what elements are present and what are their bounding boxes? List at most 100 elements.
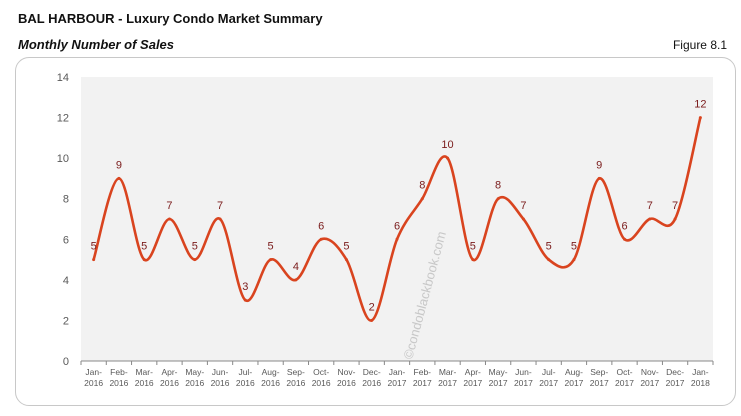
x-tick-label: Mar- — [135, 367, 153, 377]
data-label: 5 — [470, 241, 476, 253]
y-tick-label: 0 — [63, 356, 69, 368]
data-label: 5 — [141, 241, 147, 253]
x-tick-label: Mar- — [439, 367, 457, 377]
x-tick-label: Dec- — [666, 367, 684, 377]
x-tick-label-year: 2017 — [615, 378, 634, 388]
data-point — [319, 237, 323, 241]
data-label: 5 — [546, 241, 552, 253]
data-label: 5 — [192, 241, 198, 253]
x-tick-label: Sep- — [590, 367, 608, 377]
data-label: 6 — [621, 220, 627, 232]
x-tick-label-year: 2017 — [514, 378, 533, 388]
x-tick-label-year: 2016 — [337, 378, 356, 388]
data-label: 3 — [242, 281, 248, 293]
y-tick-label: 4 — [63, 275, 69, 287]
data-point — [395, 237, 399, 241]
x-tick-label-year: 2017 — [413, 378, 432, 388]
data-label: 7 — [520, 200, 526, 212]
x-tick-label: Jun- — [515, 367, 532, 377]
data-label: 12 — [694, 99, 706, 111]
data-point — [446, 156, 450, 160]
data-label: 7 — [217, 200, 223, 212]
x-tick-label-year: 2016 — [236, 378, 255, 388]
x-tick-label: Oct- — [313, 367, 329, 377]
data-point — [142, 258, 146, 262]
data-point — [572, 258, 576, 262]
data-point — [294, 278, 298, 282]
data-label: 9 — [596, 159, 602, 171]
y-tick-label: 14 — [57, 72, 69, 84]
data-point — [269, 258, 273, 262]
data-point — [623, 237, 627, 241]
x-tick-label-year: 2017 — [640, 378, 659, 388]
y-tick-label: 8 — [63, 194, 69, 206]
data-point — [117, 176, 121, 180]
x-tick-label: Jun- — [212, 367, 229, 377]
data-label: 4 — [293, 261, 299, 273]
data-label: 6 — [318, 220, 324, 232]
data-label: 8 — [419, 180, 425, 192]
x-tick-label-year: 2017 — [463, 378, 482, 388]
chart-subtitle: Monthly Number of Sales — [18, 37, 175, 52]
x-tick-label: Dec- — [363, 367, 381, 377]
x-tick-label-year: 2016 — [109, 378, 128, 388]
x-tick-label-year: 2016 — [362, 378, 381, 388]
x-tick-label: May- — [185, 367, 204, 377]
data-point — [597, 176, 601, 180]
data-label: 7 — [166, 200, 172, 212]
x-tick-label-year: 2016 — [312, 378, 331, 388]
data-label: 7 — [647, 200, 653, 212]
x-tick-label: Sep- — [287, 367, 305, 377]
x-tick-label: Jul- — [542, 367, 556, 377]
data-label: 6 — [394, 220, 400, 232]
data-label: 2 — [369, 301, 375, 313]
data-point — [496, 197, 500, 201]
x-tick-label-year: 2016 — [84, 378, 103, 388]
data-point — [370, 318, 374, 322]
x-tick-label: Jan- — [85, 367, 102, 377]
x-tick-label-year: 2017 — [666, 378, 685, 388]
data-point — [243, 298, 247, 302]
data-point — [167, 217, 171, 221]
data-label: 5 — [268, 241, 274, 253]
data-point — [698, 116, 702, 120]
x-tick-label: Oct- — [616, 367, 632, 377]
data-point — [547, 258, 551, 262]
x-tick-label: Aug- — [262, 367, 280, 377]
data-point — [218, 217, 222, 221]
x-tick-label: Feb- — [110, 367, 128, 377]
data-label: 5 — [571, 241, 577, 253]
x-tick-label: Jan- — [389, 367, 406, 377]
data-point — [471, 258, 475, 262]
data-point — [673, 217, 677, 221]
data-point — [92, 258, 96, 262]
data-point — [193, 258, 197, 262]
y-tick-label: 2 — [63, 315, 69, 327]
x-tick-label-year: 2016 — [211, 378, 230, 388]
data-label: 9 — [116, 159, 122, 171]
x-tick-label: Apr- — [465, 367, 481, 377]
y-tick-label: 6 — [63, 234, 69, 246]
data-label: 8 — [495, 180, 501, 192]
data-label: 7 — [672, 200, 678, 212]
data-point — [344, 258, 348, 262]
data-label: 5 — [91, 241, 97, 253]
x-tick-label-year: 2016 — [160, 378, 179, 388]
x-tick-label-year: 2016 — [185, 378, 204, 388]
data-label: 5 — [343, 241, 349, 253]
figure-number: Figure 8.1 — [672, 38, 727, 52]
x-tick-label: Apr- — [161, 367, 177, 377]
data-label: 10 — [441, 139, 453, 151]
x-tick-label: Nov- — [641, 367, 659, 377]
x-tick-label-year: 2017 — [438, 378, 457, 388]
x-tick-label: May- — [489, 367, 508, 377]
y-tick-label: 12 — [57, 113, 69, 125]
x-tick-label: Jul- — [238, 367, 252, 377]
data-point — [420, 197, 424, 201]
x-tick-label: Aug- — [565, 367, 583, 377]
x-tick-label-year: 2017 — [489, 378, 508, 388]
data-point — [521, 217, 525, 221]
x-tick-label: Jan- — [692, 367, 709, 377]
x-tick-label-year: 2017 — [388, 378, 407, 388]
